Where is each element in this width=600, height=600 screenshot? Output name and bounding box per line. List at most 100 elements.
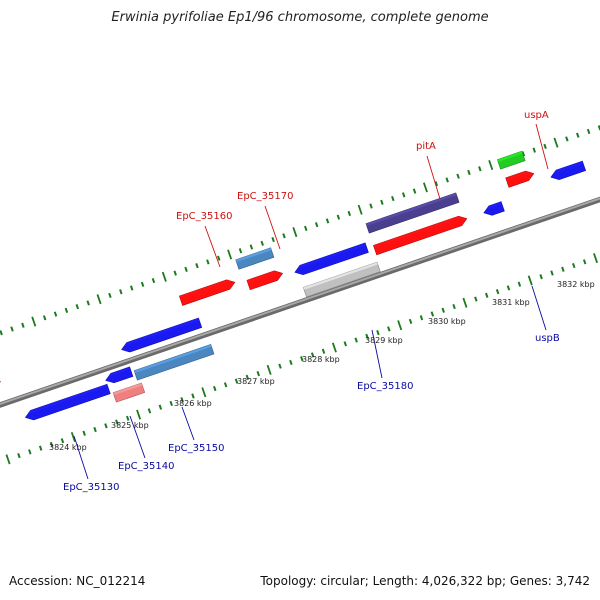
forward-tick-minor [151, 277, 156, 284]
scale-label: 3827 kbp [237, 377, 275, 386]
accession-text: Accession: NC_012214 [9, 574, 146, 588]
gene-label-EpC_35170[interactable]: EpC_35170 [237, 191, 293, 202]
reverse-tick-minor [430, 311, 435, 317]
reverse-tick-minor [104, 423, 108, 429]
leader-line-EpC_35160 [204, 225, 221, 268]
gene-arrow-uspB-body [483, 201, 505, 216]
forward-tick-minor [532, 147, 536, 153]
reverse-tick-major [462, 297, 468, 308]
forward-tick-minor [412, 188, 417, 194]
forward-tick-minor [75, 304, 80, 310]
forward-tick-minor [521, 151, 526, 157]
forward-tick-major [422, 182, 428, 193]
forward-tick-minor [10, 326, 14, 332]
gene-label-uspA[interactable]: uspA [524, 110, 549, 121]
scale-label: 3825 kbp [111, 421, 149, 430]
reverse-tick-minor [115, 419, 119, 425]
gene-arrow-EpC_35160[interactable] [178, 279, 236, 306]
gene-label-EpC_35130[interactable]: EpC_35130 [63, 482, 119, 493]
gene-arrow-EpC_35140-body [112, 382, 146, 403]
gene-labels: EpC_35130 EpC_35140 EpC_35150 EpC_35160 EpC_… [63, 110, 560, 493]
gene-arrow-EpC_35130b-body [105, 366, 134, 384]
gene-features[interactable] [0, 150, 587, 421]
gene-arrow-EpC_35140-highlight [113, 382, 143, 396]
forward-tick-minor [565, 136, 569, 142]
forward-tick-minor [260, 240, 264, 246]
scale-label: 3831 kbp [492, 298, 530, 307]
reverse-tick-minor [245, 374, 250, 380]
gene-arrow-uspA[interactable] [496, 150, 526, 170]
gene-label-EpC_35180[interactable]: EpC_35180 [357, 381, 413, 392]
gene-arrow-EpC_35170b[interactable] [246, 270, 284, 291]
gene-label-EpC_35150[interactable]: EpC_35150 [168, 443, 224, 454]
reverse-tick-minor [60, 438, 65, 444]
reverse-tick-minor [82, 430, 86, 436]
gene-label-pitA[interactable]: pitA [416, 141, 436, 152]
gene-arrow-EpC_35150-highlight [134, 344, 212, 374]
scale-label: 3830 kbp [428, 317, 466, 326]
reverse-strand-ticks [5, 253, 599, 465]
gene-arrow-EpC_35150a-highlight [124, 317, 200, 347]
reverse-tick-major [331, 342, 337, 353]
gene-arrow-pitA-b[interactable] [373, 215, 468, 256]
gene-arrow-right-edge[interactable] [550, 160, 587, 180]
reverse-tick-minor [310, 352, 315, 358]
reverse-tick-major [397, 320, 403, 331]
map-title: Erwinia pyrifoliae Ep1/96 chromosome, co… [111, 10, 489, 25]
forward-tick-minor [217, 255, 221, 261]
forward-tick-minor [206, 259, 210, 265]
reverse-tick-minor [376, 330, 380, 336]
gene-arrow-EpC_35130b[interactable] [105, 366, 134, 384]
forward-tick-minor [108, 292, 112, 299]
gene-arrow-uspB[interactable] [483, 201, 505, 216]
gene-arrow-EpC_35180a-body [294, 242, 369, 276]
reverse-tick-minor [93, 426, 97, 433]
gene-arrow-EpC_35180a[interactable] [294, 242, 369, 276]
forward-tick-minor [380, 199, 384, 205]
forward-tick-major [227, 249, 233, 260]
gene-arrow-EpC_35140[interactable] [112, 382, 146, 403]
gene-arrow-EpC_35150a[interactable] [121, 317, 203, 353]
reverse-tick-minor [474, 296, 478, 302]
gene-arrow-pitA[interactable] [365, 192, 460, 234]
reverse-tick-minor [365, 333, 369, 339]
reverse-tick-minor [452, 303, 456, 310]
forward-tick-minor [369, 203, 373, 209]
reverse-tick-minor [300, 356, 304, 362]
gene-arrow-EpC_35130-highlight [27, 384, 108, 414]
gene-arrow-EpC_35170[interactable] [235, 247, 275, 270]
reverse-tick-minor [169, 400, 173, 407]
leader-line-EpC_35130 [73, 435, 89, 480]
forward-tick-minor [434, 181, 439, 187]
gene-label-uspB[interactable]: uspB [535, 333, 560, 344]
scale-label: 3832 kbp [557, 280, 595, 289]
gene-arrow-uspA-b[interactable] [505, 170, 535, 188]
reverse-tick-minor [256, 371, 260, 377]
forward-tick-minor [64, 307, 69, 313]
gene-arrow-EpC_35180[interactable] [302, 261, 381, 298]
gene-arrow-EpC_35150[interactable] [133, 344, 215, 381]
reverse-tick-minor [419, 315, 424, 321]
forward-tick-major [161, 271, 167, 282]
reverse-tick-minor [582, 259, 587, 265]
backbone-highlight [0, 197, 600, 406]
reverse-tick-minor [321, 348, 326, 354]
reverse-tick-minor [28, 449, 32, 455]
reverse-tick-minor [517, 281, 522, 287]
gene-label-EpC_35140[interactable]: EpC_35140 [118, 461, 174, 472]
leader-line-pitA [426, 155, 441, 200]
gene-label-EpC_35160[interactable]: EpC_35160 [176, 211, 232, 222]
forward-tick-minor [304, 225, 308, 231]
forward-tick-major [357, 204, 363, 215]
gene-arrow-EpC_35180a-highlight [297, 242, 366, 269]
reverse-tick-minor [125, 415, 130, 421]
forward-tick-minor [184, 266, 188, 272]
reverse-tick-minor [485, 292, 489, 298]
forward-tick-minor [140, 281, 145, 287]
forward-tick-minor [586, 128, 591, 135]
reverse-tick-minor [38, 445, 43, 451]
gene-arrow-EpC_35130[interactable] [24, 383, 111, 421]
forward-tick-minor [347, 210, 352, 217]
reverse-tick-minor [191, 393, 195, 399]
